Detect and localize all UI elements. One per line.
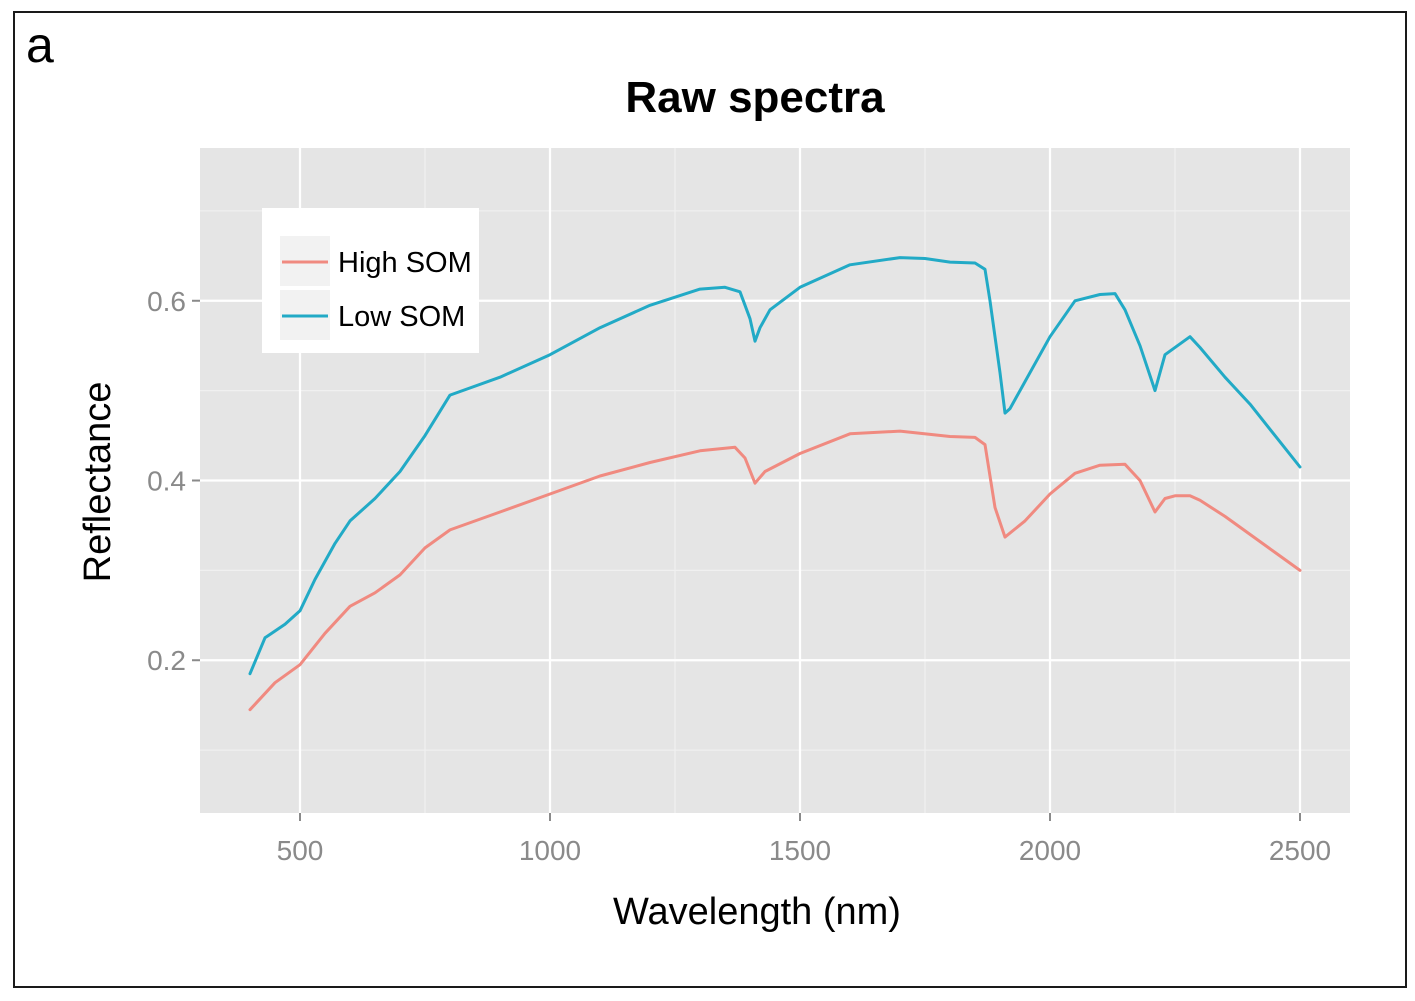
legend-label-low-som: Low SOM xyxy=(338,301,465,333)
y-tick-label: 0.2 xyxy=(147,645,186,676)
panel-label: a xyxy=(26,17,54,73)
series-line-high-som xyxy=(248,429,1302,712)
y-axis-title: Reflectance xyxy=(77,382,119,583)
legend: High SOM Low SOM xyxy=(262,208,479,353)
x-axis-title: Wavelength (nm) xyxy=(613,891,901,933)
x-tick-label: 2500 xyxy=(1269,835,1331,866)
legend-label-high-som: High SOM xyxy=(338,247,472,279)
x-tick-label: 500 xyxy=(277,835,324,866)
chart-title: Raw spectra xyxy=(625,73,885,122)
figure-frame xyxy=(13,11,1407,988)
series-line-low-som xyxy=(248,256,1302,676)
axis-ticks: 500 1000 1500 2000 2500 0.2 0.4 0.6 xyxy=(147,286,1331,866)
y-tick-label: 0.6 xyxy=(147,286,186,317)
x-tick-label: 1500 xyxy=(769,835,831,866)
y-tick-label: 0.4 xyxy=(147,466,186,497)
x-tick-label: 1000 xyxy=(519,835,581,866)
x-tick-label: 2000 xyxy=(1019,835,1081,866)
series-layer xyxy=(248,256,1302,712)
